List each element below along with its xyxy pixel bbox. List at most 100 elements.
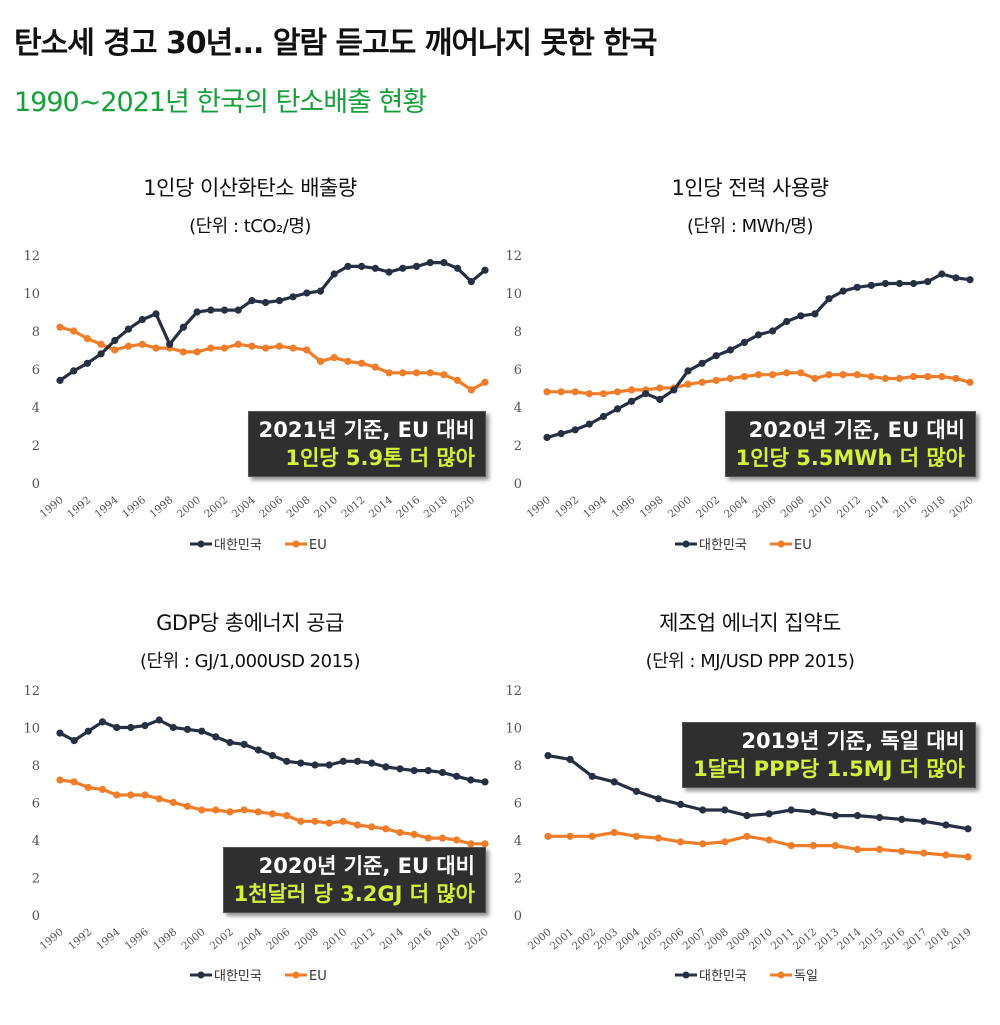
data-point <box>70 737 78 745</box>
data-point <box>571 388 579 396</box>
x-tick-label: 2018 <box>924 926 952 952</box>
data-point <box>56 776 64 784</box>
x-tick-label: 2020 <box>449 494 477 520</box>
annotation-line-1: 2020년 기준, EU 대비 <box>748 418 965 442</box>
data-point <box>938 270 946 278</box>
y-tick-label: 4 <box>32 834 40 849</box>
x-tick-label: 2004 <box>236 926 264 953</box>
data-point <box>368 759 376 767</box>
y-tick-label: 8 <box>32 759 40 774</box>
data-point <box>113 791 121 799</box>
x-tick-label: 1994 <box>93 494 121 521</box>
chart-title: GDP당 총에너지 공급 <box>156 611 344 635</box>
data-point <box>467 840 475 848</box>
x-tick-label: 1998 <box>151 926 179 952</box>
y-tick-label: 0 <box>514 477 522 492</box>
x-tick-label: 2001 <box>548 926 576 952</box>
data-point <box>268 752 277 760</box>
x-tick-label: 2014 <box>367 494 395 521</box>
data-point <box>924 278 932 286</box>
data-point <box>721 838 729 846</box>
data-point <box>283 812 291 820</box>
data-point <box>56 729 64 737</box>
data-point <box>124 325 133 333</box>
annotation-box: 2020년 기준, EU 대비 1인당 5.5MWh 더 많아 <box>724 411 976 477</box>
data-point <box>588 772 596 780</box>
data-point <box>234 306 242 314</box>
x-tick-label: 2000 <box>666 494 694 520</box>
subheadline: 1990~2021년 한국의 탄소배출 현황 <box>14 87 427 118</box>
data-point <box>964 853 972 861</box>
x-tick-label: 2000 <box>526 926 554 952</box>
data-point <box>677 838 685 846</box>
data-point <box>566 832 574 840</box>
y-tick-label: 2 <box>514 872 522 887</box>
x-tick-label: 2007 <box>680 926 708 952</box>
x-tick-label: 2015 <box>857 926 885 952</box>
chart-panel-manufacturing: 제조업 에너지 집약도 (단위 : MJ/USD PPP 2015) 0 2 4 6 8… <box>500 595 1000 1025</box>
data-point <box>811 310 819 318</box>
y-tick-label: 0 <box>32 477 40 492</box>
chart-title: 1인당 이산화탄소 배출량 <box>143 176 357 200</box>
data-point <box>853 283 861 291</box>
annotation-line-1: 2019년 기준, 독일 대비 <box>741 729 965 753</box>
data-point <box>220 344 229 352</box>
data-point <box>438 768 447 777</box>
data-point <box>234 340 242 348</box>
data-point <box>412 369 421 377</box>
data-point <box>368 823 376 831</box>
data-point <box>839 371 847 379</box>
data-point <box>275 297 283 305</box>
data-point <box>339 817 347 825</box>
data-point <box>70 327 78 335</box>
x-tick-label: 2004 <box>722 494 750 521</box>
x-tick-label: 2013 <box>813 926 841 952</box>
x-tick-label: 2006 <box>264 926 292 953</box>
data-point <box>155 795 163 803</box>
series-line-korea <box>59 718 486 784</box>
data-point <box>141 791 149 799</box>
data-point <box>809 842 817 850</box>
data-point <box>895 279 904 288</box>
data-point <box>920 817 928 825</box>
data-point <box>453 772 461 780</box>
chart-panel-electricity: 1인당 전력 사용량 (단위 : MWh/명) 0 2 4 6 8 10 12 1990 199… <box>500 160 1000 590</box>
data-point <box>454 264 462 272</box>
y-tick-label: 2 <box>32 872 40 887</box>
x-tick-label: 2010 <box>312 494 340 520</box>
data-point <box>610 778 618 786</box>
data-point <box>966 378 974 386</box>
x-tick-label: 1998 <box>147 494 175 520</box>
x-tick-label: 2011 <box>769 926 797 952</box>
x-tick-label: 2012 <box>339 494 367 520</box>
data-point <box>440 371 448 379</box>
legend-label: EU <box>794 538 812 553</box>
data-point <box>876 845 884 853</box>
data-point <box>783 369 791 377</box>
series-line-comparison <box>59 325 486 392</box>
x-tick-label: 2014 <box>378 926 406 953</box>
x-tick-label: 2018 <box>434 926 462 952</box>
x-tick-label: 2008 <box>779 494 807 520</box>
data-point <box>83 335 91 343</box>
data-point <box>698 359 706 367</box>
x-tick-label: 1992 <box>553 494 581 520</box>
data-point <box>588 832 596 840</box>
legend-label: EU <box>309 969 327 984</box>
data-point <box>712 352 720 360</box>
data-point <box>898 815 906 823</box>
data-point <box>330 270 338 278</box>
x-tick-label: 2000 <box>175 494 203 520</box>
headline: 탄소세 경고 30년... 알람 듣고도 깨어나지 못한 한국 <box>14 26 657 61</box>
data-point <box>183 725 192 733</box>
data-point <box>83 359 91 367</box>
legend-label: 대한민국 <box>214 538 262 553</box>
data-point <box>248 297 256 305</box>
data-point <box>632 832 640 840</box>
data-point <box>942 821 950 829</box>
data-point <box>831 812 839 820</box>
x-tick-label: 1994 <box>94 926 122 953</box>
data-point <box>699 840 707 848</box>
data-point <box>467 386 475 394</box>
